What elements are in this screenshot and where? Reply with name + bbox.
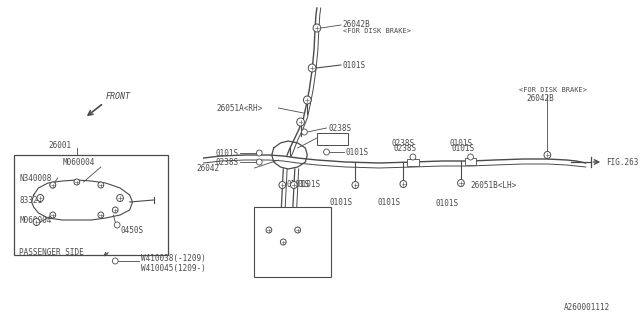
Circle shape — [113, 258, 118, 264]
Bar — [15, 155, 168, 255]
Circle shape — [295, 227, 301, 233]
Text: 26042B: 26042B — [526, 93, 554, 102]
Circle shape — [98, 182, 104, 188]
Text: 0238S: 0238S — [392, 139, 415, 148]
Text: 26042B: 26042B — [343, 20, 371, 28]
Circle shape — [257, 150, 262, 156]
Circle shape — [291, 181, 297, 188]
Circle shape — [468, 154, 474, 160]
Circle shape — [458, 180, 464, 187]
Circle shape — [280, 239, 286, 245]
Text: 0101S: 0101S — [451, 143, 474, 153]
Circle shape — [324, 149, 330, 155]
Text: 0101S: 0101S — [215, 148, 238, 157]
Bar — [465, 157, 476, 164]
Text: A260001112: A260001112 — [564, 303, 610, 312]
Text: 26051B<LH>: 26051B<LH> — [470, 180, 517, 189]
Text: 0101S: 0101S — [346, 148, 369, 156]
Text: N340008: N340008 — [19, 173, 52, 182]
Text: 26001: 26001 — [48, 140, 71, 149]
Circle shape — [266, 227, 272, 233]
Circle shape — [257, 159, 262, 165]
Text: W410045(1209-): W410045(1209-) — [141, 263, 206, 273]
Circle shape — [313, 24, 321, 32]
Bar — [407, 158, 419, 165]
Circle shape — [410, 154, 416, 160]
Circle shape — [74, 179, 80, 185]
Bar — [255, 207, 332, 277]
Circle shape — [50, 182, 56, 188]
Text: 0101S: 0101S — [286, 180, 309, 188]
Text: 0101S: 0101S — [449, 139, 472, 148]
Text: 0238S: 0238S — [394, 143, 417, 153]
Text: 83321: 83321 — [19, 196, 42, 204]
Text: FIG.930: FIG.930 — [276, 268, 309, 276]
Circle shape — [113, 207, 118, 213]
Circle shape — [50, 182, 56, 188]
Text: 0101S: 0101S — [298, 180, 321, 188]
Text: FIG.263: FIG.263 — [606, 157, 638, 166]
Text: 26042: 26042 — [197, 164, 220, 172]
Circle shape — [33, 219, 40, 226]
Text: 0101S: 0101S — [378, 197, 401, 206]
Text: FRONT: FRONT — [106, 92, 131, 101]
Bar — [317, 133, 348, 145]
Circle shape — [279, 181, 285, 188]
Text: FIG.930: FIG.930 — [317, 136, 347, 142]
Text: 0238S: 0238S — [215, 157, 238, 166]
Circle shape — [400, 180, 406, 188]
Circle shape — [303, 96, 311, 104]
Circle shape — [352, 181, 358, 188]
Text: 26051A<RH>: 26051A<RH> — [216, 103, 262, 113]
Circle shape — [308, 64, 316, 72]
Text: W410038(-1209): W410038(-1209) — [141, 253, 206, 262]
Circle shape — [297, 118, 305, 126]
Circle shape — [544, 151, 551, 158]
Text: 0101S: 0101S — [343, 60, 366, 69]
Text: 0450S: 0450S — [120, 226, 143, 235]
Circle shape — [37, 195, 44, 202]
Circle shape — [115, 222, 120, 228]
Text: 0238S: 0238S — [328, 124, 351, 132]
Circle shape — [301, 129, 307, 135]
Text: 0101S: 0101S — [330, 197, 353, 206]
Text: <FOR DISK BRAKE>: <FOR DISK BRAKE> — [518, 87, 587, 93]
Text: M060004: M060004 — [63, 157, 95, 166]
Circle shape — [116, 195, 124, 202]
Text: 0101S: 0101S — [435, 198, 458, 207]
Text: M060004: M060004 — [19, 215, 52, 225]
Circle shape — [50, 212, 56, 218]
Text: PASSENGER SIDE: PASSENGER SIDE — [19, 247, 84, 257]
Circle shape — [98, 212, 104, 218]
Text: <FOR DISK BRAKE>: <FOR DISK BRAKE> — [343, 28, 411, 34]
